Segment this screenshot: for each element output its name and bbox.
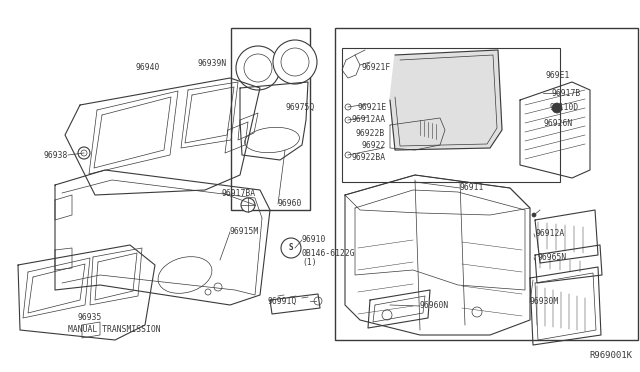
Circle shape [281,238,301,258]
Text: MANUAL TRANSMISSION: MANUAL TRANSMISSION [68,326,161,334]
Text: 96917BA: 96917BA [222,189,256,198]
Text: 96935: 96935 [78,312,102,321]
Bar [342,48,560,182]
Text: 96917B: 96917B [552,89,581,97]
Ellipse shape [244,127,300,153]
Text: 0B146-6122G: 0B146-6122G [302,250,356,259]
Bar [335,28,638,340]
Bar [231,28,310,210]
Text: 96991Q: 96991Q [268,296,297,305]
Circle shape [205,289,211,295]
Text: 96960N: 96960N [420,301,449,311]
Ellipse shape [158,257,212,294]
Text: 96930M: 96930M [530,298,559,307]
Circle shape [532,213,536,217]
Polygon shape [390,50,502,150]
Text: 969E1: 969E1 [545,71,570,80]
Text: 96926N: 96926N [543,119,572,128]
Circle shape [345,104,351,110]
Circle shape [78,147,90,159]
Circle shape [281,48,309,76]
Text: 96938: 96938 [44,151,68,160]
Circle shape [472,307,482,317]
Circle shape [552,103,562,113]
Circle shape [345,117,351,123]
Circle shape [244,54,272,82]
Circle shape [273,40,317,84]
Text: 96922: 96922 [362,141,387,150]
Text: R969001K: R969001K [589,351,632,360]
Text: 96912AA: 96912AA [351,115,385,125]
Text: 96922BA: 96922BA [351,154,385,163]
Text: (1): (1) [302,259,317,267]
Text: 96911: 96911 [460,183,484,192]
Circle shape [236,46,280,90]
Circle shape [345,152,351,158]
Text: 96110D: 96110D [549,103,579,112]
Text: 96915M: 96915M [230,228,259,237]
Text: 96922B: 96922B [356,128,385,138]
Text: S: S [289,244,293,253]
Circle shape [81,150,87,156]
Text: 96921E: 96921E [357,103,387,112]
Circle shape [314,297,322,305]
Text: 96940: 96940 [136,62,160,71]
Circle shape [382,310,392,320]
Text: 96960: 96960 [278,199,302,208]
Circle shape [241,198,255,212]
Text: 96965N: 96965N [538,253,567,263]
Text: 96921F: 96921F [362,64,391,73]
Circle shape [214,283,222,291]
Text: 96912A: 96912A [535,230,564,238]
Text: 96939N: 96939N [197,60,227,68]
Text: 96975Q: 96975Q [285,103,314,112]
Text: 96910: 96910 [302,235,326,244]
